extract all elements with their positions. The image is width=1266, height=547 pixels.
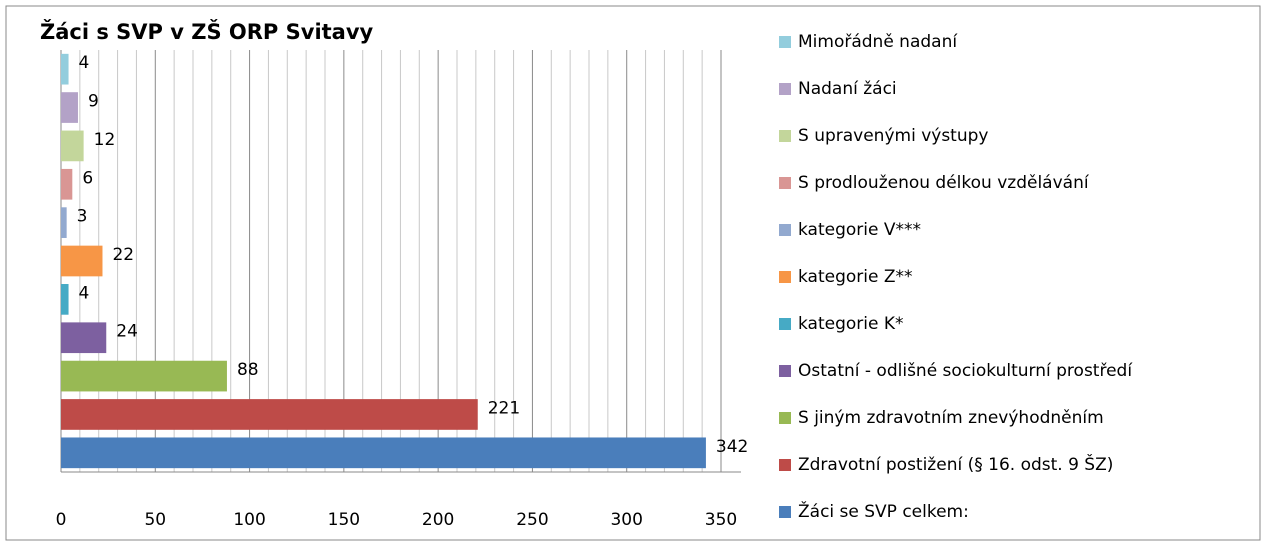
bar bbox=[61, 284, 69, 315]
x-tick-label: 0 bbox=[56, 510, 67, 530]
bar bbox=[61, 92, 78, 123]
value-label: 4 bbox=[79, 283, 90, 303]
legend-label: S jiným zdravotním znevýhodněním bbox=[798, 408, 1104, 428]
legend-label: Mimořádně nadaní bbox=[798, 32, 958, 52]
legend-label: Nadaní žáci bbox=[798, 79, 897, 99]
x-tick-label: 300 bbox=[610, 510, 642, 530]
bar bbox=[61, 360, 227, 392]
x-tick-label: 50 bbox=[144, 510, 166, 530]
legend-label: Zdravotní postižení (§ 16. odst. 9 ŠZ) bbox=[798, 453, 1113, 475]
value-label: 9 bbox=[88, 92, 99, 112]
legend-swatch bbox=[779, 130, 791, 142]
value-label: 22 bbox=[112, 245, 134, 265]
legend-swatch bbox=[779, 365, 791, 377]
legend-label: kategorie V*** bbox=[798, 220, 921, 240]
legend-swatch bbox=[779, 412, 791, 424]
legend-label: Žáci se SVP celkem: bbox=[798, 500, 969, 522]
bar bbox=[61, 53, 69, 85]
legend-swatch bbox=[779, 271, 791, 283]
legend-label: S prodlouženou délkou vzdělávání bbox=[798, 173, 1090, 193]
bar bbox=[61, 322, 107, 354]
legend-swatch bbox=[779, 318, 791, 330]
x-tick-label: 200 bbox=[422, 510, 454, 530]
legend-swatch bbox=[779, 177, 791, 189]
title-background bbox=[36, 16, 408, 50]
value-label: 221 bbox=[488, 398, 520, 418]
legend-swatch bbox=[779, 506, 791, 518]
value-label: 6 bbox=[82, 168, 93, 188]
legend-swatch bbox=[779, 224, 791, 236]
legend-label: Ostatní - odlišné sociokulturní prostřed… bbox=[798, 361, 1133, 381]
value-label: 12 bbox=[94, 130, 116, 150]
value-label: 4 bbox=[79, 53, 90, 73]
legend-label: kategorie K* bbox=[798, 314, 904, 334]
legend-swatch bbox=[779, 459, 791, 471]
value-label: 3 bbox=[77, 207, 88, 227]
bar bbox=[61, 437, 706, 469]
bar bbox=[61, 168, 73, 200]
chart-title: Žáci s SVP v ZŠ ORP Svitavy bbox=[40, 19, 374, 44]
legend-swatch bbox=[779, 36, 791, 48]
legend-label: S upravenými výstupy bbox=[798, 126, 988, 146]
bar bbox=[61, 399, 478, 430]
x-tick-label: 150 bbox=[328, 510, 360, 530]
x-tick-label: 250 bbox=[516, 510, 548, 530]
bar bbox=[61, 130, 84, 162]
bar bbox=[61, 207, 67, 238]
value-label: 88 bbox=[237, 360, 259, 380]
bar bbox=[61, 245, 103, 277]
legend-label: kategorie Z** bbox=[798, 267, 913, 287]
value-label: 24 bbox=[116, 322, 138, 342]
x-tick-label: 350 bbox=[705, 510, 737, 530]
value-label: 342 bbox=[716, 437, 748, 457]
legend-swatch bbox=[779, 83, 791, 95]
x-tick-label: 100 bbox=[233, 510, 265, 530]
